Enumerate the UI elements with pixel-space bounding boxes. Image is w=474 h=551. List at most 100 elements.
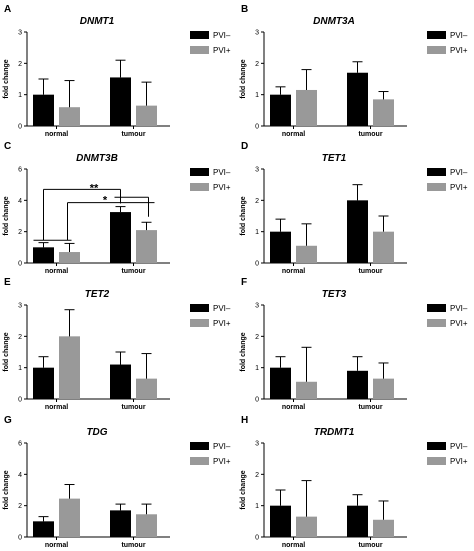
panel-title: TET1 [322,153,347,164]
x-tick-label: tumour [358,404,382,411]
legend-swatch-pvi-pos [427,457,446,465]
legend-label-pvi-neg: PVI– [213,442,231,451]
panel-letter: A [4,4,11,15]
legend-label-pvi-pos: PVI+ [450,457,468,466]
bar-tumour-pvi-neg [347,72,368,126]
y-tick-label: 2 [255,198,259,205]
y-tick-label: 2 [255,472,259,479]
bar-normal-pvi-pos [59,252,80,263]
bar-tumour-pvi-neg [110,510,131,537]
y-tick-label: 2 [18,229,22,236]
x-tick-label: tumour [121,404,145,411]
y-tick-label: 4 [18,472,22,479]
panel-letter: D [241,141,248,152]
x-tick-label: normal [282,131,305,138]
y-tick-label: 2 [18,334,22,341]
x-tick-label: normal [282,268,305,275]
bar-tumour-pvi-neg [347,200,368,263]
bar-normal-pvi-pos [59,336,80,399]
y-axis-label: fold change [3,59,10,98]
panel-h: H TRDMT1 fold change 0 1 2 3 normal tumour PVI– PV… [240,415,468,549]
y-tick-label: 1 [255,229,259,236]
bar-tumour-pvi-pos [136,378,157,399]
y-tick-label: 1 [255,365,259,372]
legend-label-pvi-pos: PVI+ [213,46,231,55]
legend-swatch-pvi-neg [190,31,209,39]
bar-tumour-pvi-neg [347,370,368,399]
x-tick-label: tumour [121,131,145,138]
bar-tumour-pvi-pos [136,514,157,537]
bar-normal-pvi-neg [33,247,54,263]
y-tick-label: 3 [255,30,259,37]
bar-tumour-pvi-pos [373,519,394,537]
bar-normal-pvi-neg [270,231,291,263]
bar-tumour-pvi-pos [136,230,157,263]
panel-title: TET3 [322,289,347,300]
y-tick-label: 0 [18,261,22,268]
bar-tumour-pvi-pos [373,231,394,263]
y-tick-label: 1 [18,365,22,372]
x-tick-label: tumour [121,268,145,275]
panel-letter: F [241,277,247,288]
y-tick-label: 0 [255,535,259,542]
y-tick-label: 3 [18,303,22,310]
x-tick-label: tumour [358,268,382,275]
x-tick-label: normal [282,542,305,549]
x-tick-label: normal [282,404,305,411]
bar-tumour-pvi-neg [110,212,131,263]
legend-label-pvi-neg: PVI– [450,442,468,451]
panel-letter: G [4,415,12,426]
legend-swatch-pvi-pos [190,46,209,54]
panel-g: G TDG fold change 0 2 4 6 normal tumour PVI– PVI+ [3,415,231,549]
x-tick-label: normal [45,131,68,138]
legend-label-pvi-pos: PVI+ [450,319,468,328]
x-tick-label: tumour [358,542,382,549]
bar-normal-pvi-neg [33,521,54,537]
panel-e: E TET2 fold change 0 1 2 3 normal tumour PVI– PVI+ [3,277,231,411]
y-tick-label: 3 [255,303,259,310]
panel-title: TDG [86,427,107,438]
legend-label-pvi-neg: PVI– [450,31,468,40]
legend-label-pvi-pos: PVI+ [213,457,231,466]
panel-title: TRDMT1 [314,427,355,438]
y-tick-label: 3 [255,167,259,174]
sig-marker: * [103,195,108,207]
bar-normal-pvi-pos [59,498,80,537]
legend-label-pvi-neg: PVI– [450,304,468,313]
legend-label-pvi-neg: PVI– [450,168,468,177]
bar-normal-pvi-pos [296,89,317,126]
legend-swatch-pvi-pos [427,319,446,327]
legend-swatch-pvi-neg [427,304,446,312]
legend-swatch-pvi-pos [427,46,446,54]
bar-tumour-pvi-pos [373,99,394,126]
legend-swatch-pvi-pos [190,457,209,465]
y-axis-label: fold change [240,470,247,509]
panel-letter: C [4,141,11,152]
y-axis-label: fold change [240,59,247,98]
panel-title: DNMT3A [313,16,355,27]
legend-label-pvi-pos: PVI+ [213,319,231,328]
y-tick-label: 2 [255,61,259,68]
x-tick-label: tumour [358,131,382,138]
y-tick-label: 1 [18,92,22,99]
panel-a: A DNMT1 fold change 0 1 2 3 normal tumour PVI– PVI… [3,4,231,138]
y-tick-label: 0 [255,397,259,404]
x-tick-label: normal [45,268,68,275]
bar-normal-pvi-neg [270,367,291,399]
bar-tumour-pvi-pos [136,105,157,126]
bar-tumour-pvi-neg [110,364,131,399]
y-axis-label: fold change [3,332,10,371]
legend-swatch-pvi-neg [190,304,209,312]
x-tick-label: tumour [121,542,145,549]
legend-label-pvi-neg: PVI– [213,304,231,313]
bar-tumour-pvi-pos [373,378,394,399]
y-tick-label: 4 [18,198,22,205]
y-tick-label: 0 [18,397,22,404]
panel-d: D TET1 fold change 0 1 2 3 normal tumour PVI– PVI+ [240,141,468,275]
panel-b: B DNMT3A fold change 0 1 2 3 normal tumour PVI– PV… [240,4,468,138]
bar-normal-pvi-pos [296,381,317,399]
x-tick-label: normal [45,404,68,411]
legend-swatch-pvi-neg [427,168,446,176]
